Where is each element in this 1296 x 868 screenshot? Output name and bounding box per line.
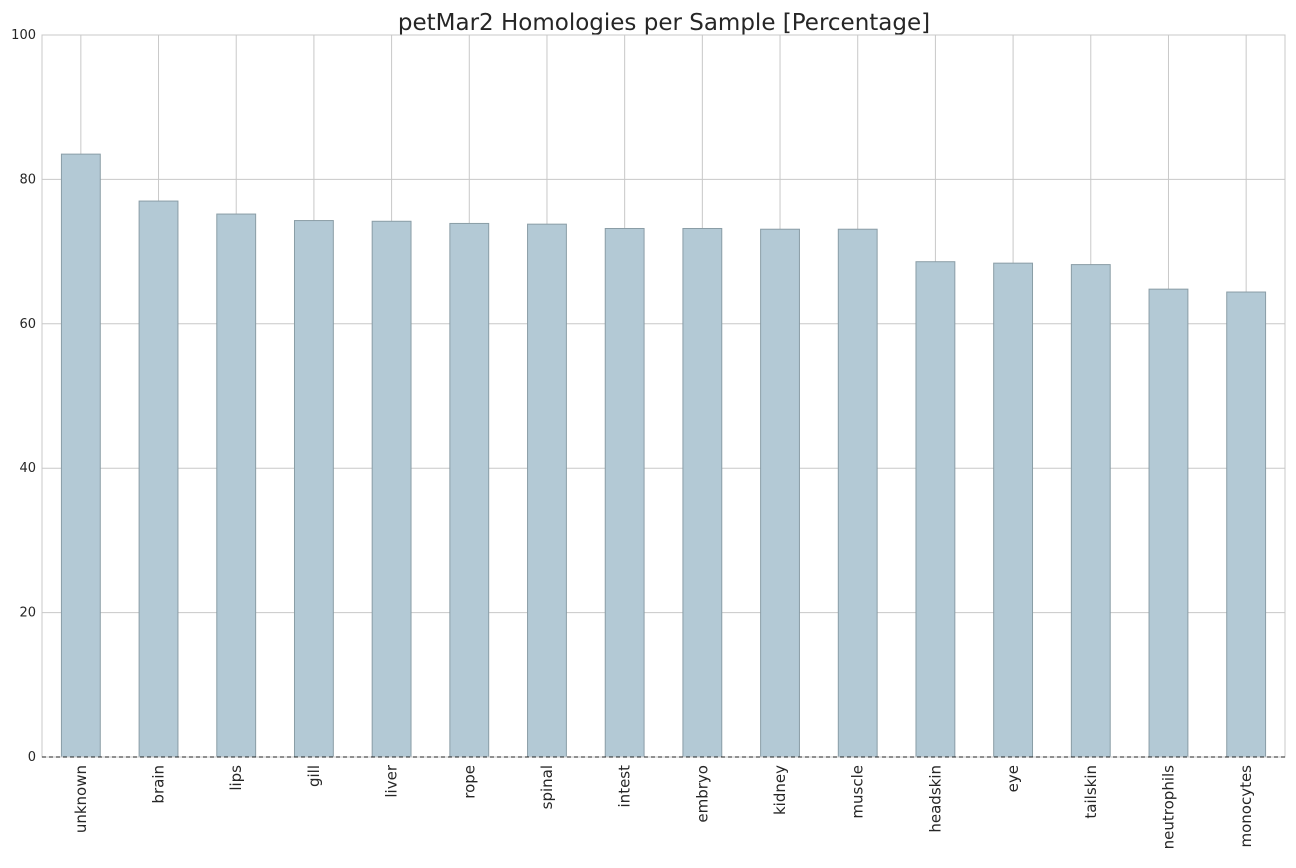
y-tick-label: 0 (28, 750, 36, 765)
x-tick-label: rope (460, 765, 478, 799)
bar-brain (138, 200, 179, 758)
bar-headskin (915, 261, 956, 758)
x-tick-label: eye (1004, 765, 1022, 792)
bar-embryo (682, 227, 723, 758)
bar-neutrophils (1148, 288, 1189, 758)
bar-liver (371, 220, 412, 758)
x-tick-label: embryo (693, 765, 711, 823)
plot-frame (41, 34, 1286, 758)
x-axis-ticks: unknown brain lips gill liver rope spinal intes… (72, 764, 1255, 849)
x-tick-label: unknown (72, 765, 90, 833)
y-tick-label: 100 (11, 28, 36, 43)
x-tick-label: tailskin (1082, 765, 1100, 819)
x-tick-label: brain (150, 765, 168, 804)
x-tick-label: kidney (771, 765, 789, 815)
bars (60, 153, 1267, 758)
y-tick-label: 60 (19, 317, 36, 332)
x-tick-label: liver (383, 764, 401, 797)
x-tick-label: lips (227, 765, 245, 791)
x-tick-label: intest (616, 765, 634, 808)
x-tick-label: monocytes (1237, 765, 1255, 848)
bar-tailskin (1070, 264, 1111, 758)
x-tick-label: spinal (538, 765, 556, 809)
x-tick-label: neutrophils (1159, 765, 1177, 850)
bar-lips (216, 213, 257, 758)
y-tick-label: 40 (19, 461, 36, 476)
bar-monocytes (1226, 291, 1267, 758)
bar-gill (293, 220, 334, 758)
bar-intest (604, 227, 645, 758)
x-tick-label: muscle (849, 765, 867, 819)
y-axis-ticks: 0 20 40 60 80 100 (11, 28, 36, 765)
bar-kidney (760, 228, 800, 758)
bar-rope (449, 222, 490, 758)
bar-spinal (527, 223, 567, 758)
bar-unknown (60, 153, 101, 758)
y-tick-label: 80 (19, 172, 36, 187)
x-tick-label: gill (305, 765, 323, 787)
y-tick-label: 20 (19, 606, 36, 621)
x-tick-label: headskin (926, 765, 944, 833)
bar-eye (993, 262, 1034, 758)
bar-muscle (837, 228, 878, 758)
chart-title: petMar2 Homologies per Sample [Percentag… (398, 10, 930, 36)
